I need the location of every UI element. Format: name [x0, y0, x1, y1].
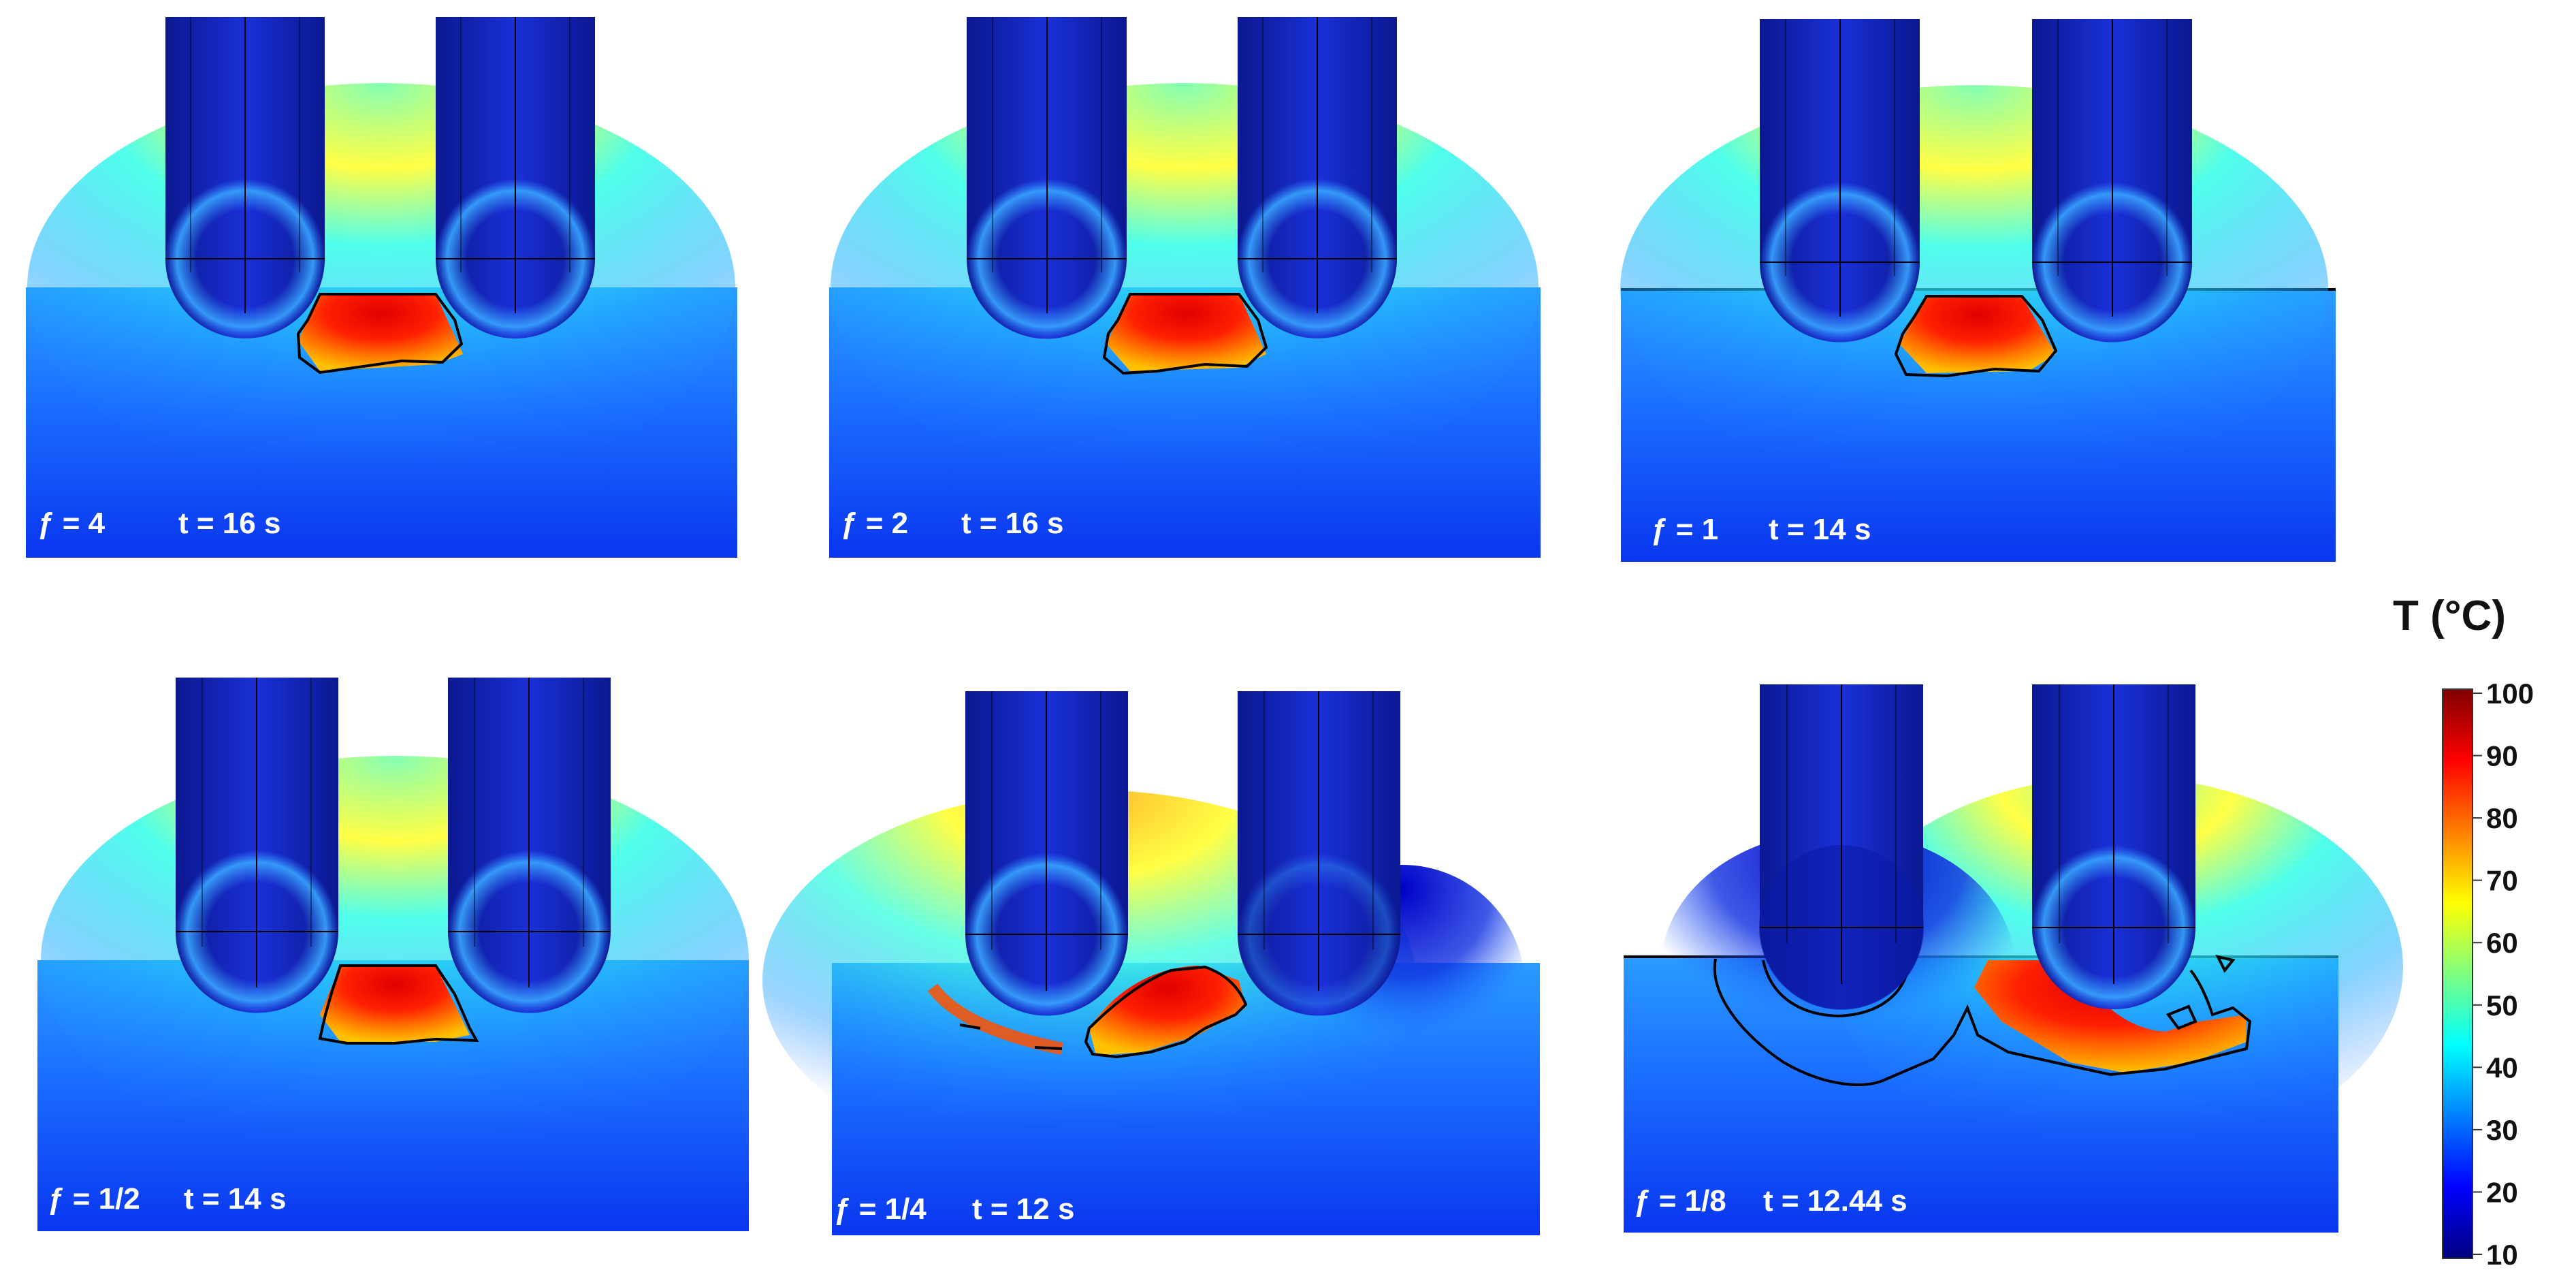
- ablation-core: [298, 294, 463, 371]
- probe-right: [2032, 19, 2193, 343]
- ablation-core: [1899, 296, 2056, 373]
- panel-f-1-2: ƒ = 1/2 t = 14 s: [37, 678, 749, 1231]
- probe-right: [435, 17, 596, 339]
- heated-region: [1620, 85, 2328, 494]
- ablation-contour: [1713, 958, 2252, 1086]
- colorbar-tick-label: 70: [2486, 865, 2518, 897]
- panel-t-label: t = 12 s: [972, 1192, 1074, 1226]
- colorbar-tick-label: 80: [2486, 802, 2518, 834]
- ablation-core: [1974, 960, 2247, 1073]
- panel-t-label: t = 16 s: [178, 507, 280, 540]
- probe-left: [165, 17, 325, 339]
- probe-left: [967, 17, 1127, 339]
- colorbar-tick-label: 10: [2486, 1239, 2518, 1271]
- ablation-contour: [296, 293, 464, 375]
- colorbar: T (°C) 100 90 80 70 60 50 40 30 20 10: [2393, 592, 2534, 1271]
- panel-t-label: t = 14 s: [1769, 513, 1871, 546]
- heated-region: [27, 83, 735, 492]
- panel-f-4: ƒ = 4 t = 16 s: [26, 17, 737, 558]
- heated-region: [831, 83, 1539, 492]
- panel-f-2: ƒ = 2 t = 16 s: [829, 17, 1541, 558]
- probe-left: [965, 691, 1128, 1016]
- panel-f-label: ƒ = 4: [37, 507, 106, 540]
- ablation-core: [320, 966, 470, 1042]
- panel-f-label: ƒ = 1/4: [834, 1192, 927, 1226]
- colorbar-tick-label: 50: [2486, 989, 2518, 1021]
- colorbar-ticks: 100 90 80 70 60 50 40 30 20 10: [2473, 678, 2534, 1271]
- probe-right: [1237, 691, 1400, 1016]
- colorbar-title: T (°C): [2393, 592, 2506, 639]
- heated-region: [41, 756, 749, 1164]
- panel-f-label: ƒ = 2: [841, 507, 908, 540]
- panel-f-1-4: ƒ = 1/4 t = 12 s: [762, 691, 1540, 1235]
- ablation-core: [1106, 294, 1266, 371]
- probe-left: [1759, 684, 1924, 1010]
- ablation-contour: [1102, 293, 1268, 375]
- colorbar-tick-label: 20: [2486, 1176, 2518, 1208]
- panel-t-label: t = 12.44 s: [1763, 1184, 1907, 1218]
- ablation-contour: [318, 964, 479, 1045]
- colorbar-tick-label: 90: [2486, 740, 2518, 772]
- colorbar-tick-label: 40: [2486, 1051, 2518, 1083]
- panel-f-1-8: ƒ = 1/8 t = 12.44 s: [1624, 684, 2403, 1233]
- panel-f-1: ƒ = 1 t = 14 s: [1620, 19, 2336, 562]
- cool-zone-contour: [1762, 959, 1911, 1018]
- probe-left: [1760, 19, 1920, 343]
- probe-right: [1237, 17, 1398, 339]
- panel-f-label: ƒ = 1: [1651, 513, 1718, 546]
- probe-right: [2031, 684, 2196, 1010]
- panel-f-label: ƒ = 1/2: [48, 1182, 140, 1216]
- colorbar-tick-label: 100: [2486, 678, 2534, 710]
- panel-f-label: ƒ = 1/8: [1634, 1184, 1726, 1218]
- panel-t-label: t = 16 s: [961, 507, 1063, 540]
- panel-t-label: t = 14 s: [184, 1182, 286, 1216]
- ablation-contour: [1894, 295, 2058, 378]
- ablation-core: [1089, 966, 1246, 1056]
- colorbar-tick-label: 60: [2486, 927, 2518, 959]
- ablation-contour: [1084, 965, 1248, 1059]
- colorbar-tick-label: 30: [2486, 1114, 2518, 1146]
- probe-right: [447, 678, 611, 1013]
- probe-left: [175, 678, 338, 1013]
- colorbar-scale: [2442, 688, 2473, 1259]
